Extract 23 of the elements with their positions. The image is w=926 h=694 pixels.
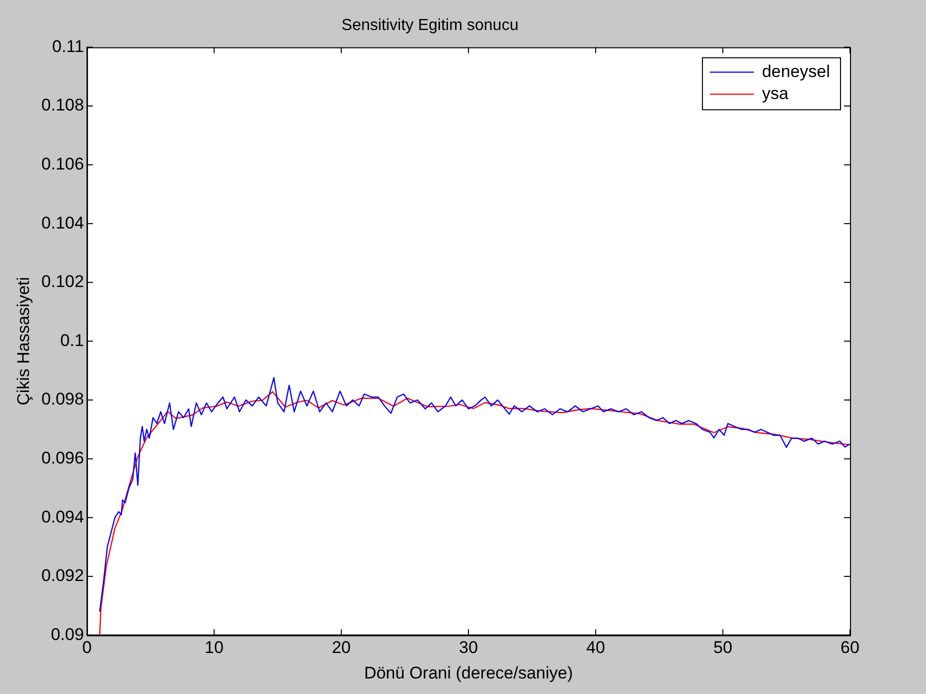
y-tick-label: 0.098 (41, 390, 84, 409)
y-tick-label: 0.102 (41, 272, 84, 292)
x-tick-label: 20 (332, 638, 351, 658)
y-axis-title: Çikis Hassasiyeti (14, 276, 33, 406)
x-tick-label: 30 (459, 638, 478, 658)
x-tick-label: 10 (204, 638, 224, 658)
chart-title: Sensitivity Egitim sonucu (342, 17, 518, 34)
y-tick-label: 0.106 (41, 154, 84, 174)
x-axis-title: Dönü Orani (derece/saniye) (364, 663, 573, 682)
y-tick-label: 0.092 (41, 566, 84, 586)
x-tick-label: 50 (713, 638, 732, 658)
x-tick-label: 0 (82, 638, 92, 658)
legend-label: deneysel (762, 62, 830, 81)
x-tick-label: 40 (586, 638, 606, 658)
y-tick-label: 0.104 (41, 213, 84, 232)
y-tick-label: 0.11 (52, 36, 84, 56)
x-tick-label: 60 (840, 638, 860, 658)
y-tick-label: 0.1 (60, 330, 84, 350)
y-tick-label: 0.094 (41, 507, 84, 526)
y-tick-label: 0.108 (41, 96, 84, 115)
y-tick-label: 0.09 (50, 624, 84, 644)
legend-label: ysa (762, 84, 789, 103)
y-tick-label: 0.096 (41, 448, 84, 468)
